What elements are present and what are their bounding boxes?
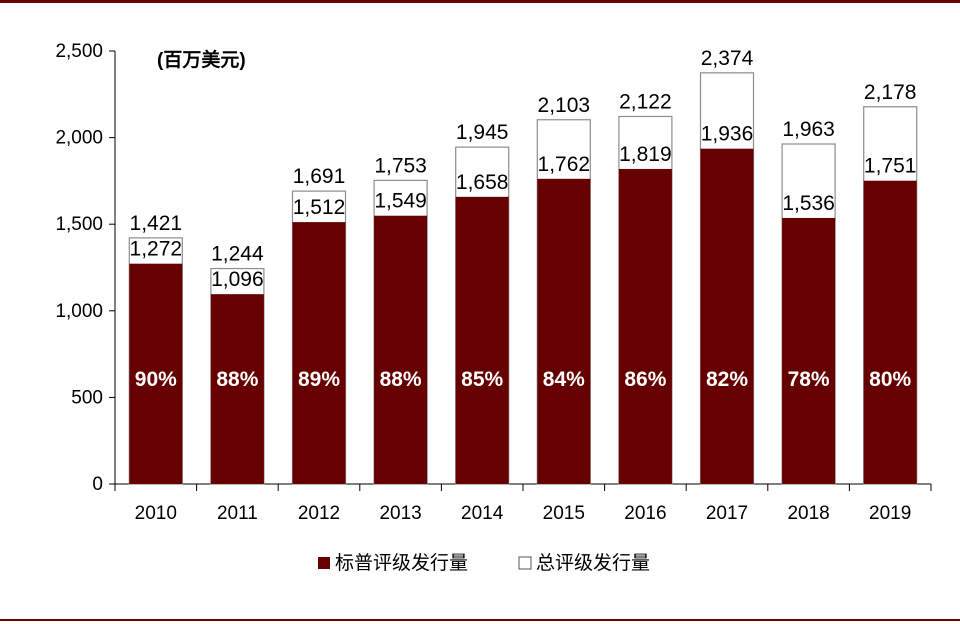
total-value-label: 2,374: [701, 47, 754, 70]
total-value-label: 2,103: [538, 94, 591, 117]
x-tick-label: 2013: [379, 503, 421, 524]
legend-label-sp: 标普评级发行量: [335, 552, 468, 574]
sp-issuance-bar: [455, 196, 509, 484]
sp-issuance-bar: [700, 148, 754, 484]
x-tick-label: 2012: [298, 503, 340, 524]
percentage-label: 88%: [380, 368, 422, 391]
total-value-label: 2,178: [864, 81, 917, 104]
y-tick-label: 1,000: [55, 301, 103, 322]
legend-swatch-total: [518, 556, 532, 570]
bars: [128, 72, 918, 485]
y-tick-label: 2,500: [55, 41, 103, 62]
sp-value-label: 1,096: [211, 268, 264, 291]
total-value-label: 1,945: [456, 121, 509, 144]
x-tick-label: 2011: [217, 503, 258, 524]
sp-value-label: 1,819: [619, 143, 672, 166]
total-value-label: 1,421: [130, 212, 183, 235]
legend-swatch-sp: [318, 557, 330, 569]
legend: 标普评级发行量 总评级发行量: [318, 552, 650, 574]
sp-issuance-bar: [618, 168, 672, 484]
percentage-label: 89%: [298, 368, 340, 391]
total-value-label: 1,963: [782, 118, 835, 141]
y-tick-label: 500: [71, 387, 103, 408]
percentage-label: 80%: [869, 368, 911, 391]
total-value-label: 2,122: [619, 90, 672, 113]
sp-value-label: 1,762: [538, 153, 591, 176]
percentage-label: 85%: [461, 368, 503, 391]
y-tick-label: 0: [92, 474, 103, 495]
legend-label-total: 总评级发行量: [536, 552, 650, 574]
x-tick-label: 2019: [869, 503, 911, 524]
total-value-label: 1,753: [374, 154, 427, 177]
x-tick-label: 2017: [706, 503, 748, 524]
percentage-label: 90%: [135, 368, 177, 391]
sp-value-label: 1,936: [701, 123, 754, 146]
sp-value-label: 1,751: [864, 155, 917, 178]
sp-issuance-bar: [782, 217, 836, 485]
total-value-label: 1,244: [211, 243, 264, 266]
sp-issuance-bar: [129, 263, 183, 484]
x-tick-label: 2018: [787, 503, 829, 524]
axes: 0 500 1,000 1,500 2,000 2,500 2010 2011 2012 2013…: [55, 41, 932, 524]
percentage-label: 78%: [788, 368, 830, 391]
sp-value-label: 1,536: [782, 192, 835, 215]
x-tick-label: 2010: [135, 503, 177, 524]
percentage-label: 84%: [543, 368, 585, 391]
sp-issuance-bar: [292, 222, 346, 485]
sp-value-label: 1,658: [456, 171, 509, 194]
bottom-rule: [0, 619, 960, 621]
x-tick-label: 2016: [624, 503, 666, 524]
percentage-label: 86%: [624, 368, 666, 391]
y-tick-label: 2,000: [55, 128, 103, 149]
percentage-label: 88%: [216, 368, 258, 391]
sp-issuance-bar: [374, 215, 428, 484]
sp-issuance-bar: [863, 180, 917, 484]
sp-issuance-bar: [210, 294, 264, 484]
sp-value-label: 1,512: [293, 196, 346, 219]
x-tick-label: 2014: [461, 503, 504, 524]
percentage-label: 82%: [706, 368, 748, 391]
y-tick-label: 1,500: [55, 214, 103, 235]
total-value-label: 1,691: [293, 165, 346, 188]
top-rule: [0, 0, 960, 3]
x-tick-label: 2015: [543, 503, 585, 524]
sp-issuance-bar: [537, 178, 591, 484]
sp-value-label: 1,272: [130, 238, 183, 261]
sp-value-label: 1,549: [374, 190, 427, 213]
unit-label: (百万美元): [157, 48, 246, 71]
